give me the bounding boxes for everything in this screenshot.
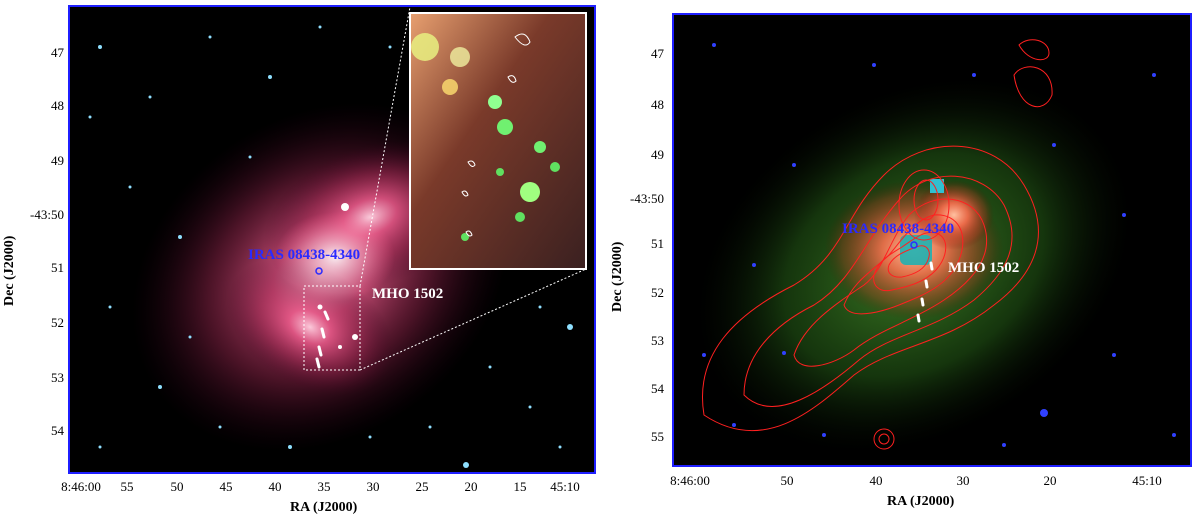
x-tick: 55 (120, 479, 134, 494)
y-tick: -43:50 (630, 191, 664, 206)
iras-source-label: IRAS 08438-4340 (842, 221, 955, 237)
x-axis-label: RA (J2000) (887, 494, 955, 509)
x-tick: 45 (219, 479, 233, 494)
y-tick: 49 (651, 147, 664, 162)
left-image-panel: IRAS 08438-4340 MHO 1502 (68, 5, 596, 474)
outflow-knots (315, 310, 330, 369)
y-tick: 52 (51, 315, 64, 330)
outflow-knots (916, 261, 934, 323)
y-tick: 48 (51, 98, 64, 113)
y-tick: 54 (651, 381, 664, 396)
y-axis-label: Dec (J2000) (610, 241, 625, 312)
y-tick: 47 (651, 46, 664, 61)
iras-marker (315, 267, 323, 275)
x-tick: 40 (268, 479, 282, 494)
star-field (88, 25, 573, 468)
zoom-connector (359, 7, 411, 287)
mho-outflow-label: MHO 1502 (372, 286, 444, 302)
x-tick: 30 (956, 473, 970, 488)
cyan-patch (930, 179, 944, 193)
right-image-panel: IRAS 08438-4340 MHO 1502 (672, 13, 1192, 467)
y-axis-label: Dec (J2000) (2, 235, 17, 306)
y-tick: 49 (51, 153, 64, 168)
x-tick: 35 (317, 479, 331, 494)
x-tick: 30 (366, 479, 380, 494)
star-field (702, 43, 1176, 447)
y-tick: 53 (651, 333, 664, 348)
iras-marker (910, 241, 918, 249)
inset-image (409, 12, 587, 270)
mho-outflow-label: MHO 1502 (948, 260, 1020, 276)
y-tick: 52 (651, 285, 664, 300)
x-tick: 50 (170, 479, 184, 494)
nebula-core (275, 212, 395, 302)
y-tick: 47 (51, 45, 64, 60)
left-image-content (88, 7, 587, 468)
x-tick: 45:10 (1132, 473, 1162, 488)
y-tick: 54 (51, 423, 64, 438)
x-tick: 8:46:00 (670, 473, 710, 488)
y-tick: 48 (651, 97, 664, 112)
x-tick: 20 (1043, 473, 1057, 488)
x-axis-label: RA (J2000) (290, 500, 358, 515)
x-tick: 20 (464, 479, 478, 494)
x-tick: 45:10 (550, 479, 580, 494)
x-tick: 40 (869, 473, 883, 488)
zoom-connector (359, 268, 587, 371)
y-tick: 51 (51, 260, 64, 275)
y-tick: -43:50 (30, 207, 64, 222)
x-tick: 50 (780, 473, 794, 488)
white-stars (317, 203, 358, 349)
zoom-box (303, 285, 361, 371)
x-tick: 8:46:00 (61, 479, 101, 494)
right-image-content (697, 39, 1176, 452)
iras-source-label: IRAS 08438-4340 (248, 247, 361, 263)
y-tick: 53 (51, 370, 64, 385)
y-tick: 51 (651, 236, 664, 251)
x-tick: 25 (415, 479, 429, 494)
contours (702, 39, 1053, 450)
y-tick: 55 (651, 429, 664, 444)
x-tick: 15 (513, 479, 527, 494)
